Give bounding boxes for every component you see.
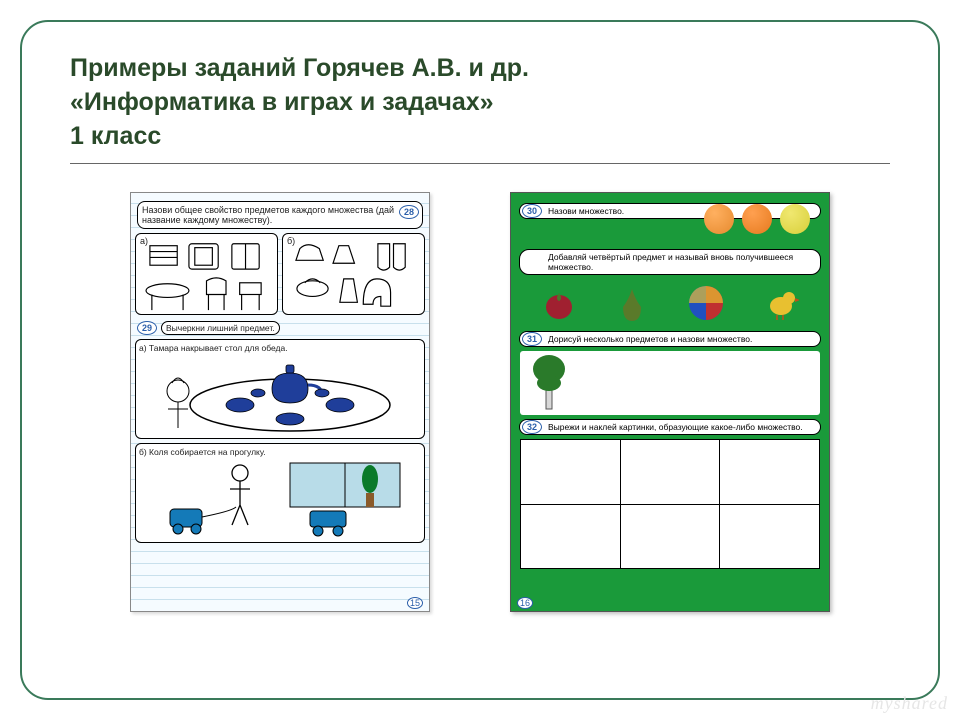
walk-sketch <box>139 457 421 539</box>
task-32-header: 32 Вырежи и наклей картинки, образующие … <box>519 419 821 435</box>
col-b-label: б) <box>287 236 295 246</box>
task-32-text: Вырежи и наклей картинки, образующие как… <box>548 422 803 432</box>
content-row: Назови общее свойство предметов каждого … <box>70 192 890 612</box>
task-30b-text: Добавляй четвёртый предмет и называй вно… <box>548 252 793 272</box>
task-28-header: Назови общее свойство предметов каждого … <box>137 201 423 229</box>
task-29-badge: 29 <box>137 321 157 335</box>
onion-icon <box>541 285 577 321</box>
task-28-badge: 28 <box>399 205 419 219</box>
task-32-grid <box>520 439 820 569</box>
col-a-label: а) <box>140 236 148 246</box>
orange-2-icon <box>742 204 772 234</box>
orange-1-icon <box>704 204 734 234</box>
furniture-sketch <box>136 234 277 314</box>
task-30-text: Назови множество. <box>548 206 624 216</box>
dinner-table-sketch <box>139 353 421 435</box>
title-line-1: Примеры заданий Горячев А.В. и др. <box>70 54 529 82</box>
divider <box>70 163 890 164</box>
task-28-col-b: б) <box>282 233 425 315</box>
task-30-badge: 30 <box>522 204 542 218</box>
left-page-number: 15 <box>407 597 423 609</box>
task-29-b-label: б) Коля собирается на прогулку. <box>139 447 421 457</box>
task-28-col-a: а) <box>135 233 278 315</box>
slide-frame: Примеры заданий Горячев А.В. и др. «Инфо… <box>20 20 940 700</box>
task-32-badge: 32 <box>522 420 542 434</box>
task-29-text: Вычеркни лишний предмет. <box>161 321 280 335</box>
task-30-header: 30 Назови множество. <box>519 203 821 219</box>
pear-icon <box>617 283 647 323</box>
cut-paste-table <box>520 439 820 569</box>
workbook-page-right: 30 Назови множество. Добавляй четвёртый … <box>510 192 830 612</box>
fruit-row <box>700 200 814 238</box>
objects-row <box>521 279 819 327</box>
task-31-header: 31 Дорисуй несколько предметов и назови … <box>519 331 821 347</box>
watermark: myshared <box>871 693 948 714</box>
task-31-badge: 31 <box>522 332 542 346</box>
task-29-header: 29 Вычеркни лишний предмет. <box>137 321 423 335</box>
clothing-sketch <box>283 234 424 314</box>
title-line-2: «Информатика в играх и задачах» <box>70 88 494 116</box>
apple-icon <box>780 204 810 234</box>
task-28-columns: а) б) <box>135 233 425 315</box>
task-30b-header: Добавляй четвёртый предмет и называй вно… <box>519 249 821 275</box>
task-29-a-label: а) Тамара накрывает стол для обеда. <box>139 343 421 353</box>
task-31-text: Дорисуй несколько предметов и назови мно… <box>548 334 752 344</box>
chick-icon <box>765 286 799 320</box>
task-29-b: б) Коля собирается на прогулку. <box>135 443 425 543</box>
ball-icon <box>687 284 725 322</box>
task-31-area <box>520 351 820 415</box>
slide-title: Примеры заданий Горячев А.В. и др. «Инфо… <box>70 52 890 153</box>
right-page-number: 16 <box>517 597 533 609</box>
workbook-page-left: Назови общее свойство предметов каждого … <box>130 192 430 612</box>
task-29-a: а) Тамара накрывает стол для обеда. <box>135 339 425 439</box>
tree-icon <box>524 353 574 411</box>
task-28-text: Назови общее свойство предметов каждого … <box>142 205 394 225</box>
title-line-3: 1 класс <box>70 122 161 150</box>
